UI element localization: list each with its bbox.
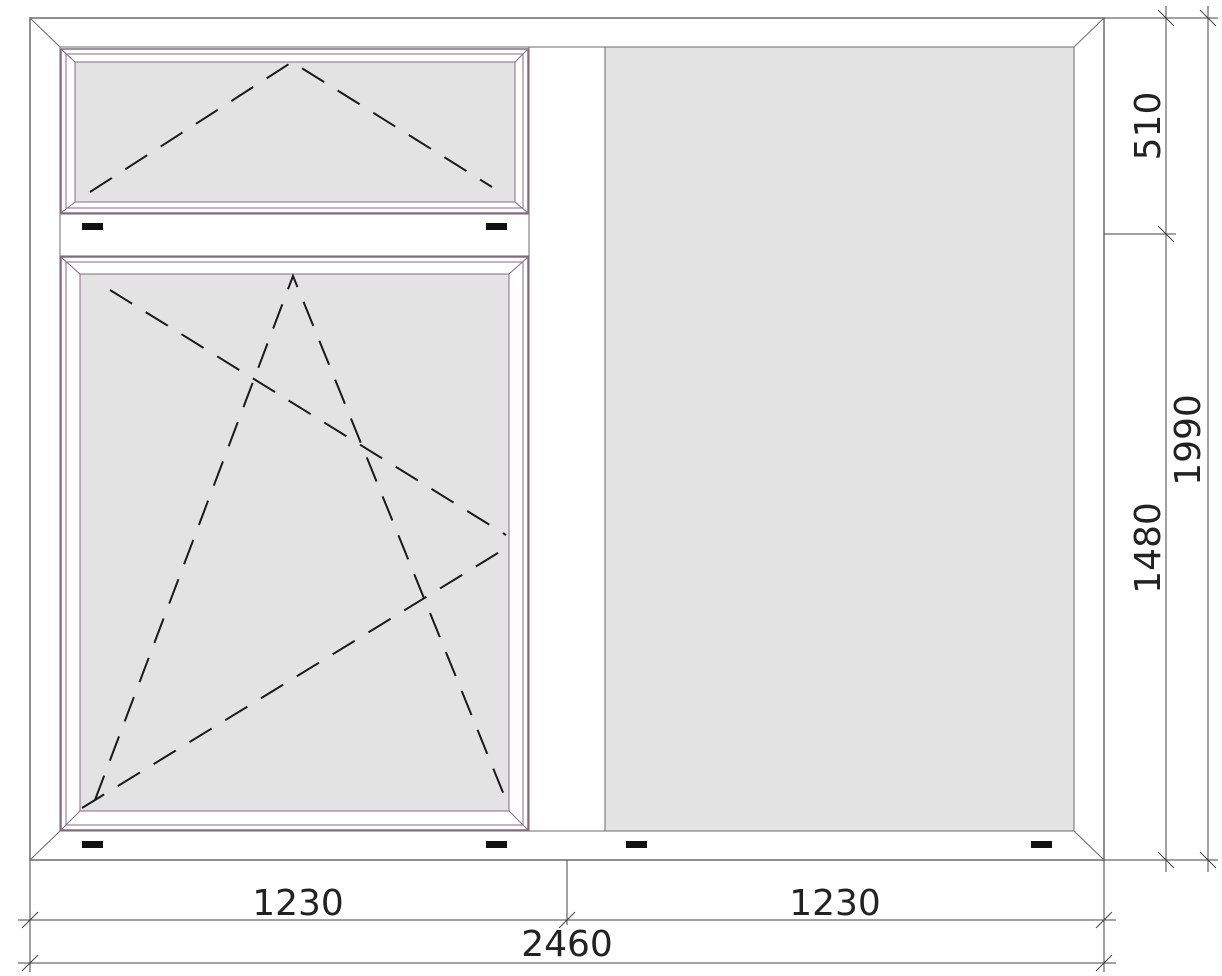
frame-miter-tr (1073, 17, 1105, 48)
mullion-bar (528, 46, 606, 832)
left-sash-pane (60, 256, 529, 831)
tick (1157, 9, 1175, 27)
dim-label-height-top: 510 (1128, 92, 1169, 161)
drain-marks (82, 223, 1052, 848)
transom-miter-bl (60, 201, 76, 214)
drain-mark (626, 841, 647, 848)
drain-mark (1031, 841, 1052, 848)
tick (1157, 225, 1175, 243)
frame-miter-tl (29, 17, 61, 48)
left-sash-miter-tl (60, 256, 81, 275)
dim-label-width-left: 1230 (252, 883, 344, 924)
transom-tilt-dashes (89, 60, 493, 193)
frame-miter-bl (29, 830, 61, 861)
transom-miter-br (514, 201, 529, 214)
left-sash-miter-br (508, 810, 529, 831)
tick (1095, 911, 1113, 929)
left-sash-tilt-dashes (94, 273, 505, 801)
tick (21, 954, 39, 972)
frame-miter-br (1073, 830, 1105, 861)
tick (558, 911, 576, 929)
drain-mark (82, 841, 103, 848)
bottom-dimensions (18, 860, 1116, 972)
mullion (528, 46, 606, 832)
transom-glass (74, 61, 516, 203)
dim-label-height-bottom: 1480 (1128, 502, 1169, 594)
transom-miter-tr (514, 48, 529, 63)
right-fixed-pane (604, 46, 1075, 832)
left-sash-miter-tr (508, 256, 529, 275)
tick (1095, 954, 1113, 972)
tick (1199, 9, 1217, 27)
right-glass (604, 46, 1075, 832)
drain-mark (486, 841, 507, 848)
dim-label-width-right: 1230 (789, 883, 881, 924)
dim-label-width-total: 2460 (521, 924, 613, 965)
left-sash-miter-bl (60, 810, 81, 831)
drain-mark (486, 223, 507, 230)
transom-miter-tl (60, 48, 76, 63)
tick (1199, 851, 1217, 869)
tick (21, 911, 39, 929)
left-sash-inner (65, 261, 524, 826)
dim-label-height-total: 1990 (1168, 394, 1209, 486)
transom-bar-rect (59, 213, 530, 257)
transom-bar (59, 213, 530, 257)
right-dimensions (1104, 6, 1218, 872)
tick (1157, 851, 1175, 869)
transom-sash-inner (65, 53, 524, 209)
left-sash-turn-dashes-2 (109, 289, 507, 536)
left-sash-glass (79, 273, 510, 812)
drain-mark (82, 223, 103, 230)
transom-pane (60, 48, 529, 214)
